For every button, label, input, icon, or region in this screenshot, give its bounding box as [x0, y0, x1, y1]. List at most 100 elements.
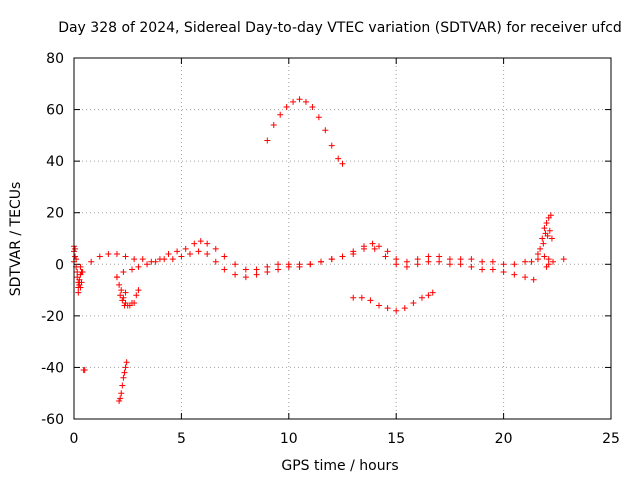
data-point	[546, 227, 553, 234]
data-point	[78, 279, 85, 286]
data-point	[425, 253, 432, 260]
data-point	[116, 281, 123, 288]
data-point	[541, 225, 548, 232]
data-point	[479, 258, 486, 265]
data-point	[253, 266, 260, 273]
y-tick-label: 20	[46, 206, 64, 222]
data-point	[371, 245, 378, 252]
data-point	[221, 253, 228, 260]
data-point	[376, 243, 383, 250]
data-point	[489, 258, 496, 265]
data-point	[468, 256, 475, 263]
data-point	[425, 258, 432, 265]
data-point	[468, 263, 475, 270]
data-point	[367, 297, 374, 304]
data-point	[425, 292, 432, 299]
data-point	[79, 269, 86, 276]
data-point	[275, 261, 282, 268]
data-point	[204, 240, 211, 247]
data-point	[174, 248, 181, 255]
plot-frame	[73, 57, 612, 420]
data-point	[123, 359, 130, 366]
data-point	[120, 294, 127, 301]
x-tick-label: 10	[280, 431, 298, 447]
data-point	[489, 266, 496, 273]
data-point	[544, 232, 551, 239]
data-point	[528, 258, 535, 265]
data-point	[393, 307, 400, 314]
data-point	[548, 235, 555, 242]
data-point	[403, 258, 410, 265]
data-point	[264, 137, 271, 144]
data-point	[393, 256, 400, 263]
y-tick-label: 40	[46, 154, 64, 170]
data-point	[328, 142, 335, 149]
data-point	[128, 266, 135, 273]
data-point	[186, 250, 193, 257]
data-point	[232, 271, 239, 278]
x-tick-label: 25	[602, 431, 620, 447]
data-point	[118, 390, 125, 397]
data-point	[96, 253, 103, 260]
data-point	[152, 258, 159, 265]
data-point	[122, 364, 129, 371]
data-point	[232, 261, 239, 268]
data-point	[270, 122, 277, 129]
data-point	[393, 261, 400, 268]
data-point	[537, 245, 544, 252]
data-point	[119, 382, 126, 389]
data-point	[105, 250, 112, 257]
data-point	[285, 263, 292, 270]
data-point	[296, 263, 303, 270]
data-point	[119, 297, 126, 304]
data-point	[117, 395, 124, 402]
data-point	[522, 274, 529, 281]
y-tick-label: -60	[41, 412, 64, 428]
data-point	[144, 261, 151, 268]
data-point	[328, 256, 335, 263]
series-late-spikes	[534, 212, 555, 270]
data-point	[212, 258, 219, 265]
data-point	[296, 96, 303, 103]
data-point	[410, 299, 417, 306]
x-tick-label: 5	[177, 431, 186, 447]
data-point	[500, 261, 507, 268]
data-point	[547, 212, 554, 219]
data-point	[72, 245, 79, 252]
data-point	[122, 289, 129, 296]
data-point	[302, 98, 309, 105]
series-drop-cluster	[113, 274, 142, 309]
data-point	[264, 269, 271, 276]
data-point	[511, 261, 518, 268]
data-point	[182, 245, 189, 252]
data-point	[545, 256, 552, 263]
x-tick-label: 20	[495, 431, 513, 447]
data-point	[113, 274, 120, 281]
data-point	[318, 258, 325, 265]
data-point	[195, 248, 202, 255]
data-point	[403, 263, 410, 270]
data-point	[121, 369, 128, 376]
data-point	[275, 266, 282, 273]
data-point	[436, 253, 443, 260]
data-point	[133, 292, 140, 299]
data-point	[360, 245, 367, 252]
data-points	[71, 96, 567, 404]
y-tick-label: -40	[41, 360, 64, 376]
y-tick-label: 60	[46, 103, 64, 119]
data-point	[339, 160, 346, 167]
data-point	[118, 287, 125, 294]
data-point	[358, 294, 365, 301]
data-point	[479, 266, 486, 273]
data-point	[560, 256, 567, 263]
data-point	[309, 103, 316, 110]
data-point	[322, 127, 329, 134]
data-point	[550, 258, 557, 265]
data-point	[446, 261, 453, 268]
data-point	[545, 261, 552, 268]
data-point	[120, 269, 127, 276]
series-outlier-left	[80, 367, 88, 374]
x-tick-label: 15	[387, 431, 405, 447]
y-tick-label: 80	[46, 51, 64, 67]
